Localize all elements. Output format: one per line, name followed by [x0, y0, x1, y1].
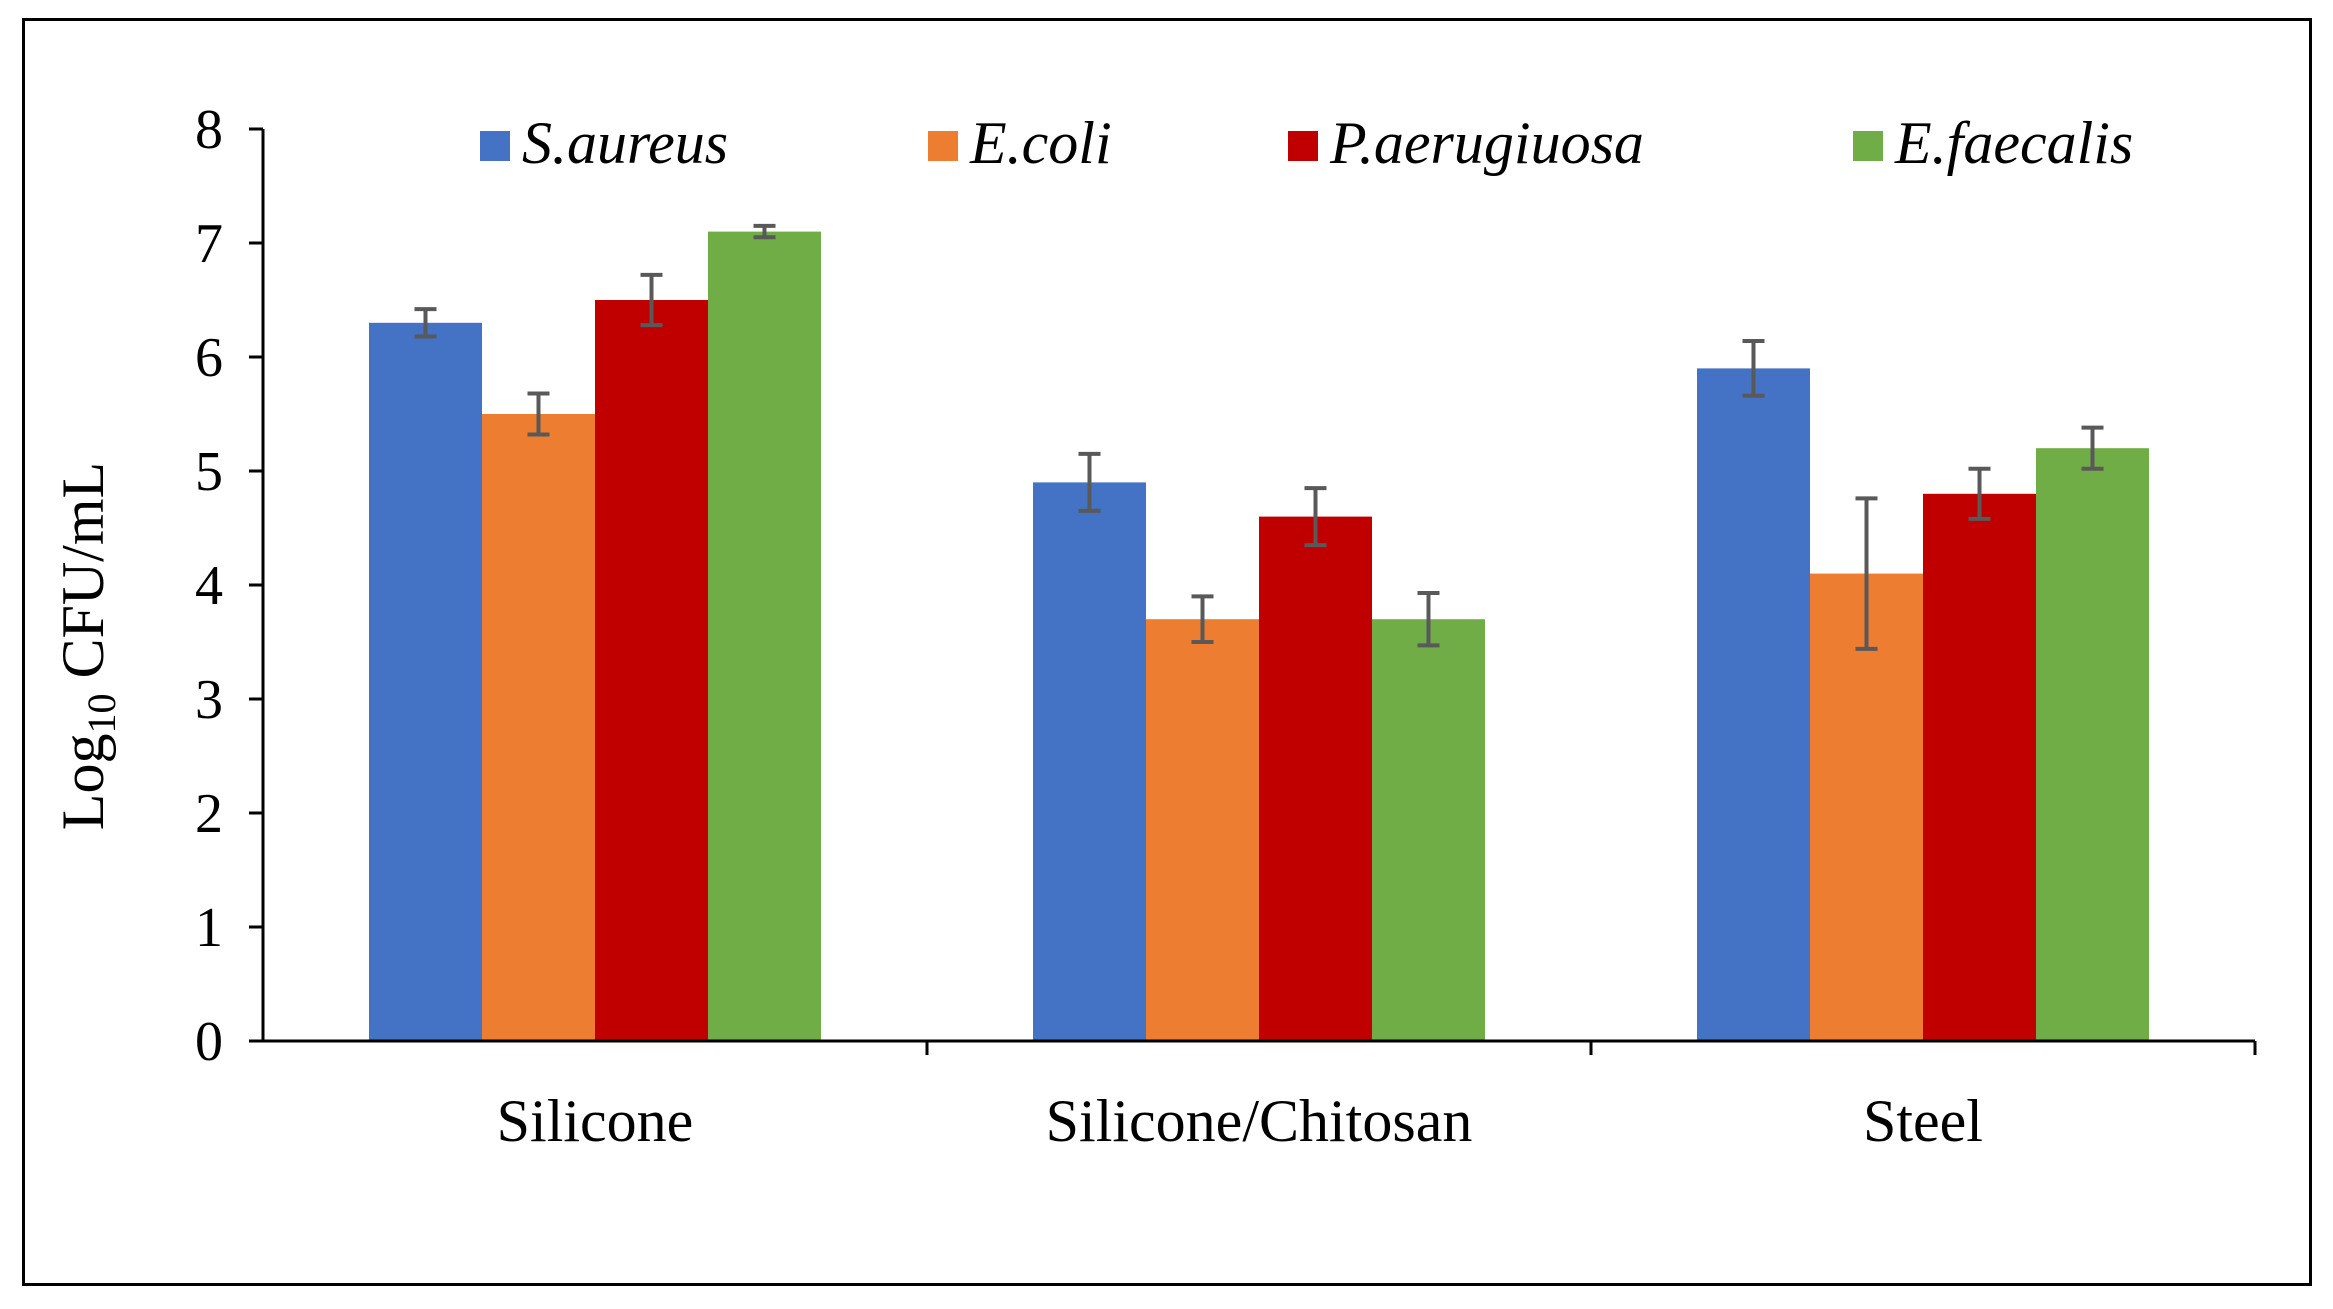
- bar-e-faecalis-steel: [2036, 448, 2149, 1041]
- legend-item: P.aerugiuosa: [1288, 110, 1644, 176]
- bar-e-coli-silicone: [482, 414, 595, 1041]
- bar-e-faecalis-silicone: [708, 231, 821, 1042]
- error-bar: [1742, 339, 1765, 398]
- y-axis-label-prefix: Log: [50, 734, 116, 831]
- y-tick-label: 7: [195, 213, 223, 275]
- y-tick-label: 4: [195, 555, 223, 617]
- legend-swatch: [480, 131, 510, 161]
- legend-label: P.aerugiuosa: [1329, 110, 1644, 176]
- chart-frame: S.aureus E.coli P.aerugiuosa E.faecalis 0 1 2…: [22, 18, 2312, 1286]
- bar-p-aerugiuosa-steel: [1923, 493, 2036, 1041]
- bar-p-aerugiuosa-silicone-chitosan: [1259, 516, 1372, 1041]
- bars: [369, 231, 2149, 1042]
- legend: S.aureus E.coli P.aerugiuosa E.faecalis: [480, 110, 2133, 176]
- y-tick-label: 1: [195, 897, 223, 959]
- bar-e-coli-silicone-chitosan: [1146, 619, 1259, 1041]
- y-tick-label: 2: [195, 783, 223, 845]
- error-bar: [1855, 496, 1878, 651]
- legend-label: E.faecalis: [1894, 110, 2133, 176]
- bar-p-aerugiuosa-silicone: [595, 300, 708, 1041]
- error-bar: [2081, 425, 2104, 471]
- error-bar: [640, 272, 663, 328]
- y-tick-label: 6: [195, 327, 223, 389]
- y-tick-labels: 0 1 2 3 4 5 6 7 8: [195, 99, 223, 1073]
- bar-e-coli-steel: [1810, 573, 1923, 1041]
- y-tick-label: 3: [195, 669, 223, 731]
- x-category-labels: Silicone Silicone/Chitosan Steel: [497, 1088, 1983, 1154]
- error-bar: [1078, 451, 1101, 513]
- axes: [249, 127, 2257, 1055]
- legend-label: E.coli: [969, 110, 1112, 176]
- error-bar: [414, 307, 437, 339]
- y-axis-label-subscript: 10: [79, 694, 124, 734]
- x-category-label: Steel: [1863, 1088, 1983, 1154]
- error-bar: [1304, 486, 1327, 548]
- legend-item: E.faecalis: [1853, 110, 2133, 176]
- error-bar: [1417, 590, 1440, 648]
- y-tick-label: 0: [195, 1011, 223, 1073]
- error-bar: [1191, 594, 1214, 644]
- bar-s-aureus-silicone-chitosan: [1033, 482, 1146, 1041]
- y-tick-label: 8: [195, 99, 223, 161]
- error-bar: [1968, 466, 1991, 521]
- legend-swatch: [1853, 131, 1883, 161]
- legend-swatch: [1288, 131, 1318, 161]
- y-axis-label-suffix: CFU/mL: [50, 462, 116, 694]
- legend-swatch: [928, 131, 958, 161]
- legend-label: S.aureus: [522, 110, 728, 176]
- bar-s-aureus-silicone: [369, 322, 482, 1041]
- bar-e-faecalis-silicone-chitosan: [1372, 619, 1485, 1041]
- bar-chart: S.aureus E.coli P.aerugiuosa E.faecalis 0 1 2…: [50, 99, 2257, 1154]
- y-axis-label: Log10 CFU/mL: [50, 462, 124, 830]
- bar-s-aureus-steel: [1697, 368, 1810, 1041]
- error-bar: [753, 223, 776, 240]
- error-bar: [527, 391, 550, 437]
- x-category-label: Silicone/Chitosan: [1046, 1088, 1473, 1154]
- error-bars: [414, 223, 2104, 651]
- legend-item: S.aureus: [480, 110, 728, 176]
- legend-item: E.coli: [928, 110, 1112, 176]
- x-category-label: Silicone: [497, 1088, 694, 1154]
- y-tick-label: 5: [195, 441, 223, 503]
